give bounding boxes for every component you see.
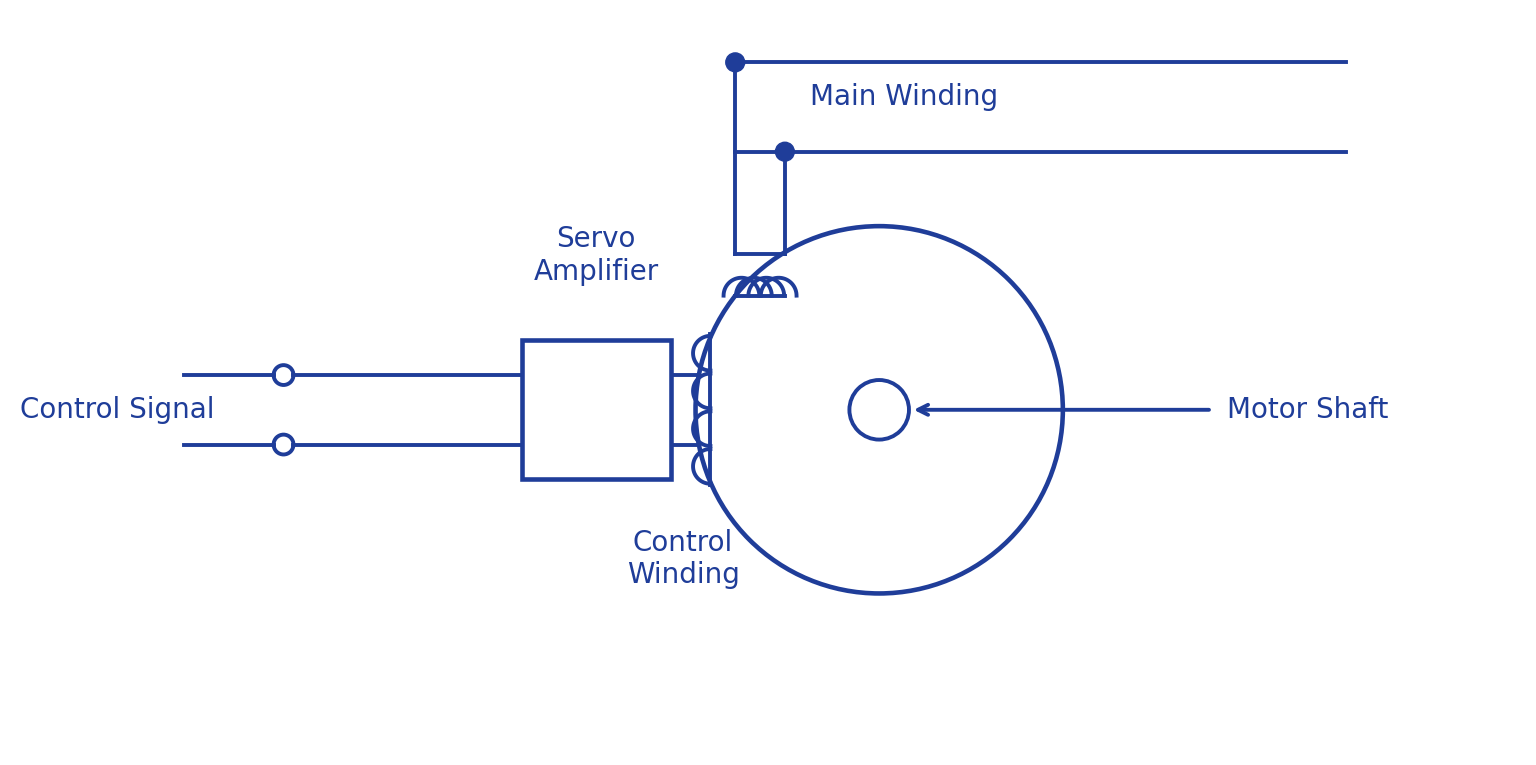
Text: Servo
Amplifier: Servo Amplifier bbox=[533, 226, 659, 285]
Text: Motor Shaft: Motor Shaft bbox=[1227, 396, 1389, 424]
Circle shape bbox=[727, 53, 745, 72]
Text: Control Signal: Control Signal bbox=[20, 396, 215, 424]
Circle shape bbox=[776, 142, 794, 161]
FancyBboxPatch shape bbox=[522, 340, 671, 480]
Text: Main Winding: Main Winding bbox=[809, 83, 998, 111]
Text: Control
Winding: Control Winding bbox=[627, 529, 739, 589]
